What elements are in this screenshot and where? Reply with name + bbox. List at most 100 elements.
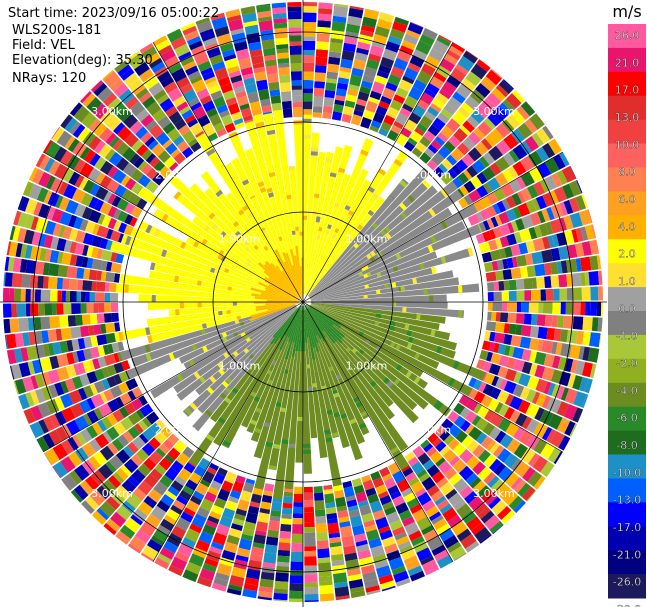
noise-gate xyxy=(206,47,221,59)
velocity-gate xyxy=(236,315,242,320)
noise-gate xyxy=(575,258,582,272)
noise-gate xyxy=(436,554,453,569)
noise-gate xyxy=(304,565,318,575)
noise-gate xyxy=(330,545,343,556)
noise-gate xyxy=(304,527,316,533)
velocity-gate xyxy=(222,381,229,388)
ring-label: 1.00km xyxy=(346,232,388,245)
noise-gate xyxy=(484,372,495,385)
noise-gate xyxy=(498,466,513,482)
velocity-gate xyxy=(303,114,312,294)
noise-gate xyxy=(491,500,507,516)
noise-gate xyxy=(52,443,68,460)
velocity-gate xyxy=(331,233,337,239)
noise-gate xyxy=(475,417,489,431)
noise-gate xyxy=(99,392,108,404)
noise-gate xyxy=(448,473,462,486)
noise-gate xyxy=(87,167,102,183)
velocity-gate xyxy=(430,329,436,337)
noise-gate xyxy=(116,107,132,122)
noise-gate xyxy=(271,501,282,512)
noise-gate xyxy=(565,302,573,315)
noise-gate xyxy=(124,202,136,215)
noise-gate xyxy=(66,266,78,279)
noise-gate xyxy=(121,479,137,494)
noise-gate xyxy=(145,180,159,194)
noise-gate xyxy=(282,502,293,509)
noise-gate xyxy=(117,434,130,447)
noise-gate xyxy=(12,257,22,273)
noise-gate xyxy=(256,79,269,91)
noise-gate xyxy=(432,40,449,55)
noise-gate xyxy=(61,407,76,423)
velocity-gate xyxy=(246,262,251,268)
noise-gate xyxy=(174,43,190,57)
noise-gate xyxy=(343,545,357,555)
velocity-gate xyxy=(297,426,303,431)
velocity-gate xyxy=(226,277,232,283)
noise-gate xyxy=(81,500,95,515)
noise-gate xyxy=(384,477,397,490)
noise-gate xyxy=(437,132,449,143)
noise-gate xyxy=(421,476,436,491)
noise-gate xyxy=(369,125,379,133)
noise-gate xyxy=(403,67,419,81)
noise-gate xyxy=(4,256,10,271)
noise-gate xyxy=(93,324,102,335)
noise-gate xyxy=(131,58,146,70)
noise-gate xyxy=(490,352,502,365)
noise-gate xyxy=(494,430,507,444)
noise-gate xyxy=(490,249,501,261)
velocity-gate xyxy=(358,360,365,367)
noise-gate xyxy=(61,252,72,265)
noise-gate xyxy=(146,411,160,425)
velocity-gate xyxy=(268,172,276,178)
noise-gate xyxy=(333,572,348,584)
velocity-gate xyxy=(369,256,376,262)
noise-gate xyxy=(368,53,382,63)
noise-gate xyxy=(461,78,476,92)
noise-gate xyxy=(468,189,482,203)
velocity-gate xyxy=(376,313,382,319)
noise-gate xyxy=(203,37,218,47)
noise-gate xyxy=(441,158,453,171)
velocity-gate xyxy=(175,309,180,316)
noise-gate xyxy=(360,116,372,129)
noise-gate xyxy=(197,576,213,588)
noise-gate xyxy=(205,519,218,529)
noise-gate xyxy=(249,49,263,58)
noise-gate xyxy=(449,455,460,467)
noise-gate xyxy=(388,556,405,571)
noise-gate xyxy=(234,513,246,521)
noise-gate xyxy=(550,261,559,275)
noise-gate xyxy=(88,196,99,209)
noise-gate xyxy=(223,541,238,554)
noise-gate xyxy=(31,231,41,246)
noise-gate xyxy=(164,454,175,464)
noise-gate xyxy=(387,73,402,87)
noise-gate xyxy=(167,87,183,102)
noise-gate xyxy=(257,512,270,524)
noise-gate xyxy=(287,6,302,12)
noise-gate xyxy=(540,289,547,301)
noise-gate xyxy=(362,74,375,84)
noise-gate xyxy=(459,485,474,499)
velocity-gate xyxy=(174,289,179,296)
noise-gate xyxy=(355,539,368,547)
noise-gate xyxy=(596,255,602,270)
velocity-gate xyxy=(256,422,264,428)
noise-gate xyxy=(110,262,122,274)
noise-gate xyxy=(43,190,53,204)
ring-label: 3.00km xyxy=(91,487,133,500)
noise-gate xyxy=(536,314,546,327)
noise-gate xyxy=(181,109,194,120)
velocity-gate-core xyxy=(289,249,303,299)
velocity-gate xyxy=(353,396,360,403)
noise-gate xyxy=(242,12,257,23)
noise-gate xyxy=(304,506,314,513)
noise-gate xyxy=(264,54,277,61)
noise-gate xyxy=(329,541,342,548)
noise-gate xyxy=(521,302,530,313)
noise-gate xyxy=(96,334,108,346)
noise-gate xyxy=(30,303,39,317)
